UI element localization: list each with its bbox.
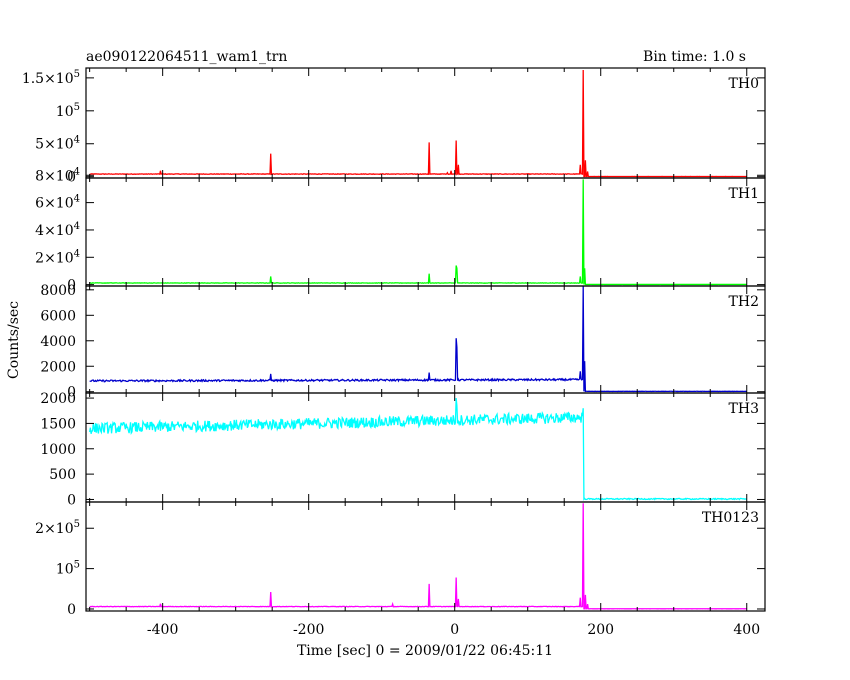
y-tick-label: 6000 xyxy=(40,308,76,324)
panel-name-label: TH3 xyxy=(729,401,759,417)
y-tick-label: 2×105 xyxy=(35,519,80,537)
series-line-th0123 xyxy=(89,503,747,610)
y-axis-label: Counts/sec xyxy=(6,301,22,379)
series-line-th3 xyxy=(89,398,747,501)
y-tick-label: 105 xyxy=(56,560,80,578)
panel-frame xyxy=(85,501,766,612)
series-line-th1 xyxy=(89,179,747,286)
bin-time-label: Bin time: 1.0 s xyxy=(643,49,746,65)
y-tick-label: 2000 xyxy=(40,359,76,375)
chart-title: ae090122064511_wam1_trn xyxy=(86,49,287,65)
y-tick-label: 4×104 xyxy=(35,221,80,239)
panel-th2: 8000 6000 4000 2000 0 TH2 xyxy=(40,283,766,401)
y-tick-label: 1000 xyxy=(40,442,76,458)
panel-frame xyxy=(85,285,766,394)
y-tick-label: 0 xyxy=(67,278,76,294)
y-tick-label: 6×104 xyxy=(35,194,80,212)
y-tick-label: 4000 xyxy=(40,334,76,350)
y-tick-label: 8×104 xyxy=(35,166,80,184)
y-tick-label: 5×104 xyxy=(35,135,80,153)
panel-th3: 2000 1500 1000 500 0 TH3 xyxy=(40,391,766,508)
x-tick-label: 200 xyxy=(587,622,614,638)
panel-frame xyxy=(85,392,766,503)
panel-th1: 8×104 6×104 4×104 2×104 0 TH1 xyxy=(35,166,766,294)
panel-name-label: TH0 xyxy=(729,76,759,92)
y-tick-label: 105 xyxy=(56,102,80,120)
panel-th0123: 2×105 105 0 TH0123 xyxy=(35,501,766,618)
x-tick-label: 0 xyxy=(450,622,459,638)
y-tick-label: 500 xyxy=(49,467,76,483)
y-tick-label: 0 xyxy=(67,602,76,618)
series-line-th2 xyxy=(89,285,747,393)
x-tick-label: 400 xyxy=(733,622,760,638)
x-axis: -400 -200 0 200 400 xyxy=(147,622,760,638)
x-tick-label: -200 xyxy=(293,622,324,638)
y-tick-label: 0 xyxy=(67,385,76,401)
y-tick-label: 2×104 xyxy=(35,248,80,266)
series-line-th0 xyxy=(89,69,747,178)
x-tick-label: -400 xyxy=(147,622,178,638)
x-axis-label: Time [sec] 0 = 2009/01/22 06:45:11 xyxy=(297,643,553,659)
panel-name-label: TH2 xyxy=(729,294,759,310)
panels-group: 1.5×105 105 5×104 0 TH0 8×104 6×104 4×104 2×104 0… xyxy=(22,67,766,618)
panel-name-label: TH0123 xyxy=(702,510,759,526)
panel-th0: 1.5×105 105 5×104 0 TH0 xyxy=(22,67,766,186)
panel-name-label: TH1 xyxy=(729,186,759,202)
y-tick-label: 1.5×105 xyxy=(22,69,80,87)
panel-frame xyxy=(85,177,766,287)
y-tick-label: 0 xyxy=(67,492,76,508)
y-tick-label: 8000 xyxy=(40,283,76,299)
y-tick-label: 1500 xyxy=(40,416,76,432)
y-tick-label: 0 xyxy=(67,170,76,186)
panel-frame xyxy=(85,67,766,179)
y-tick-label: 2000 xyxy=(40,391,76,407)
